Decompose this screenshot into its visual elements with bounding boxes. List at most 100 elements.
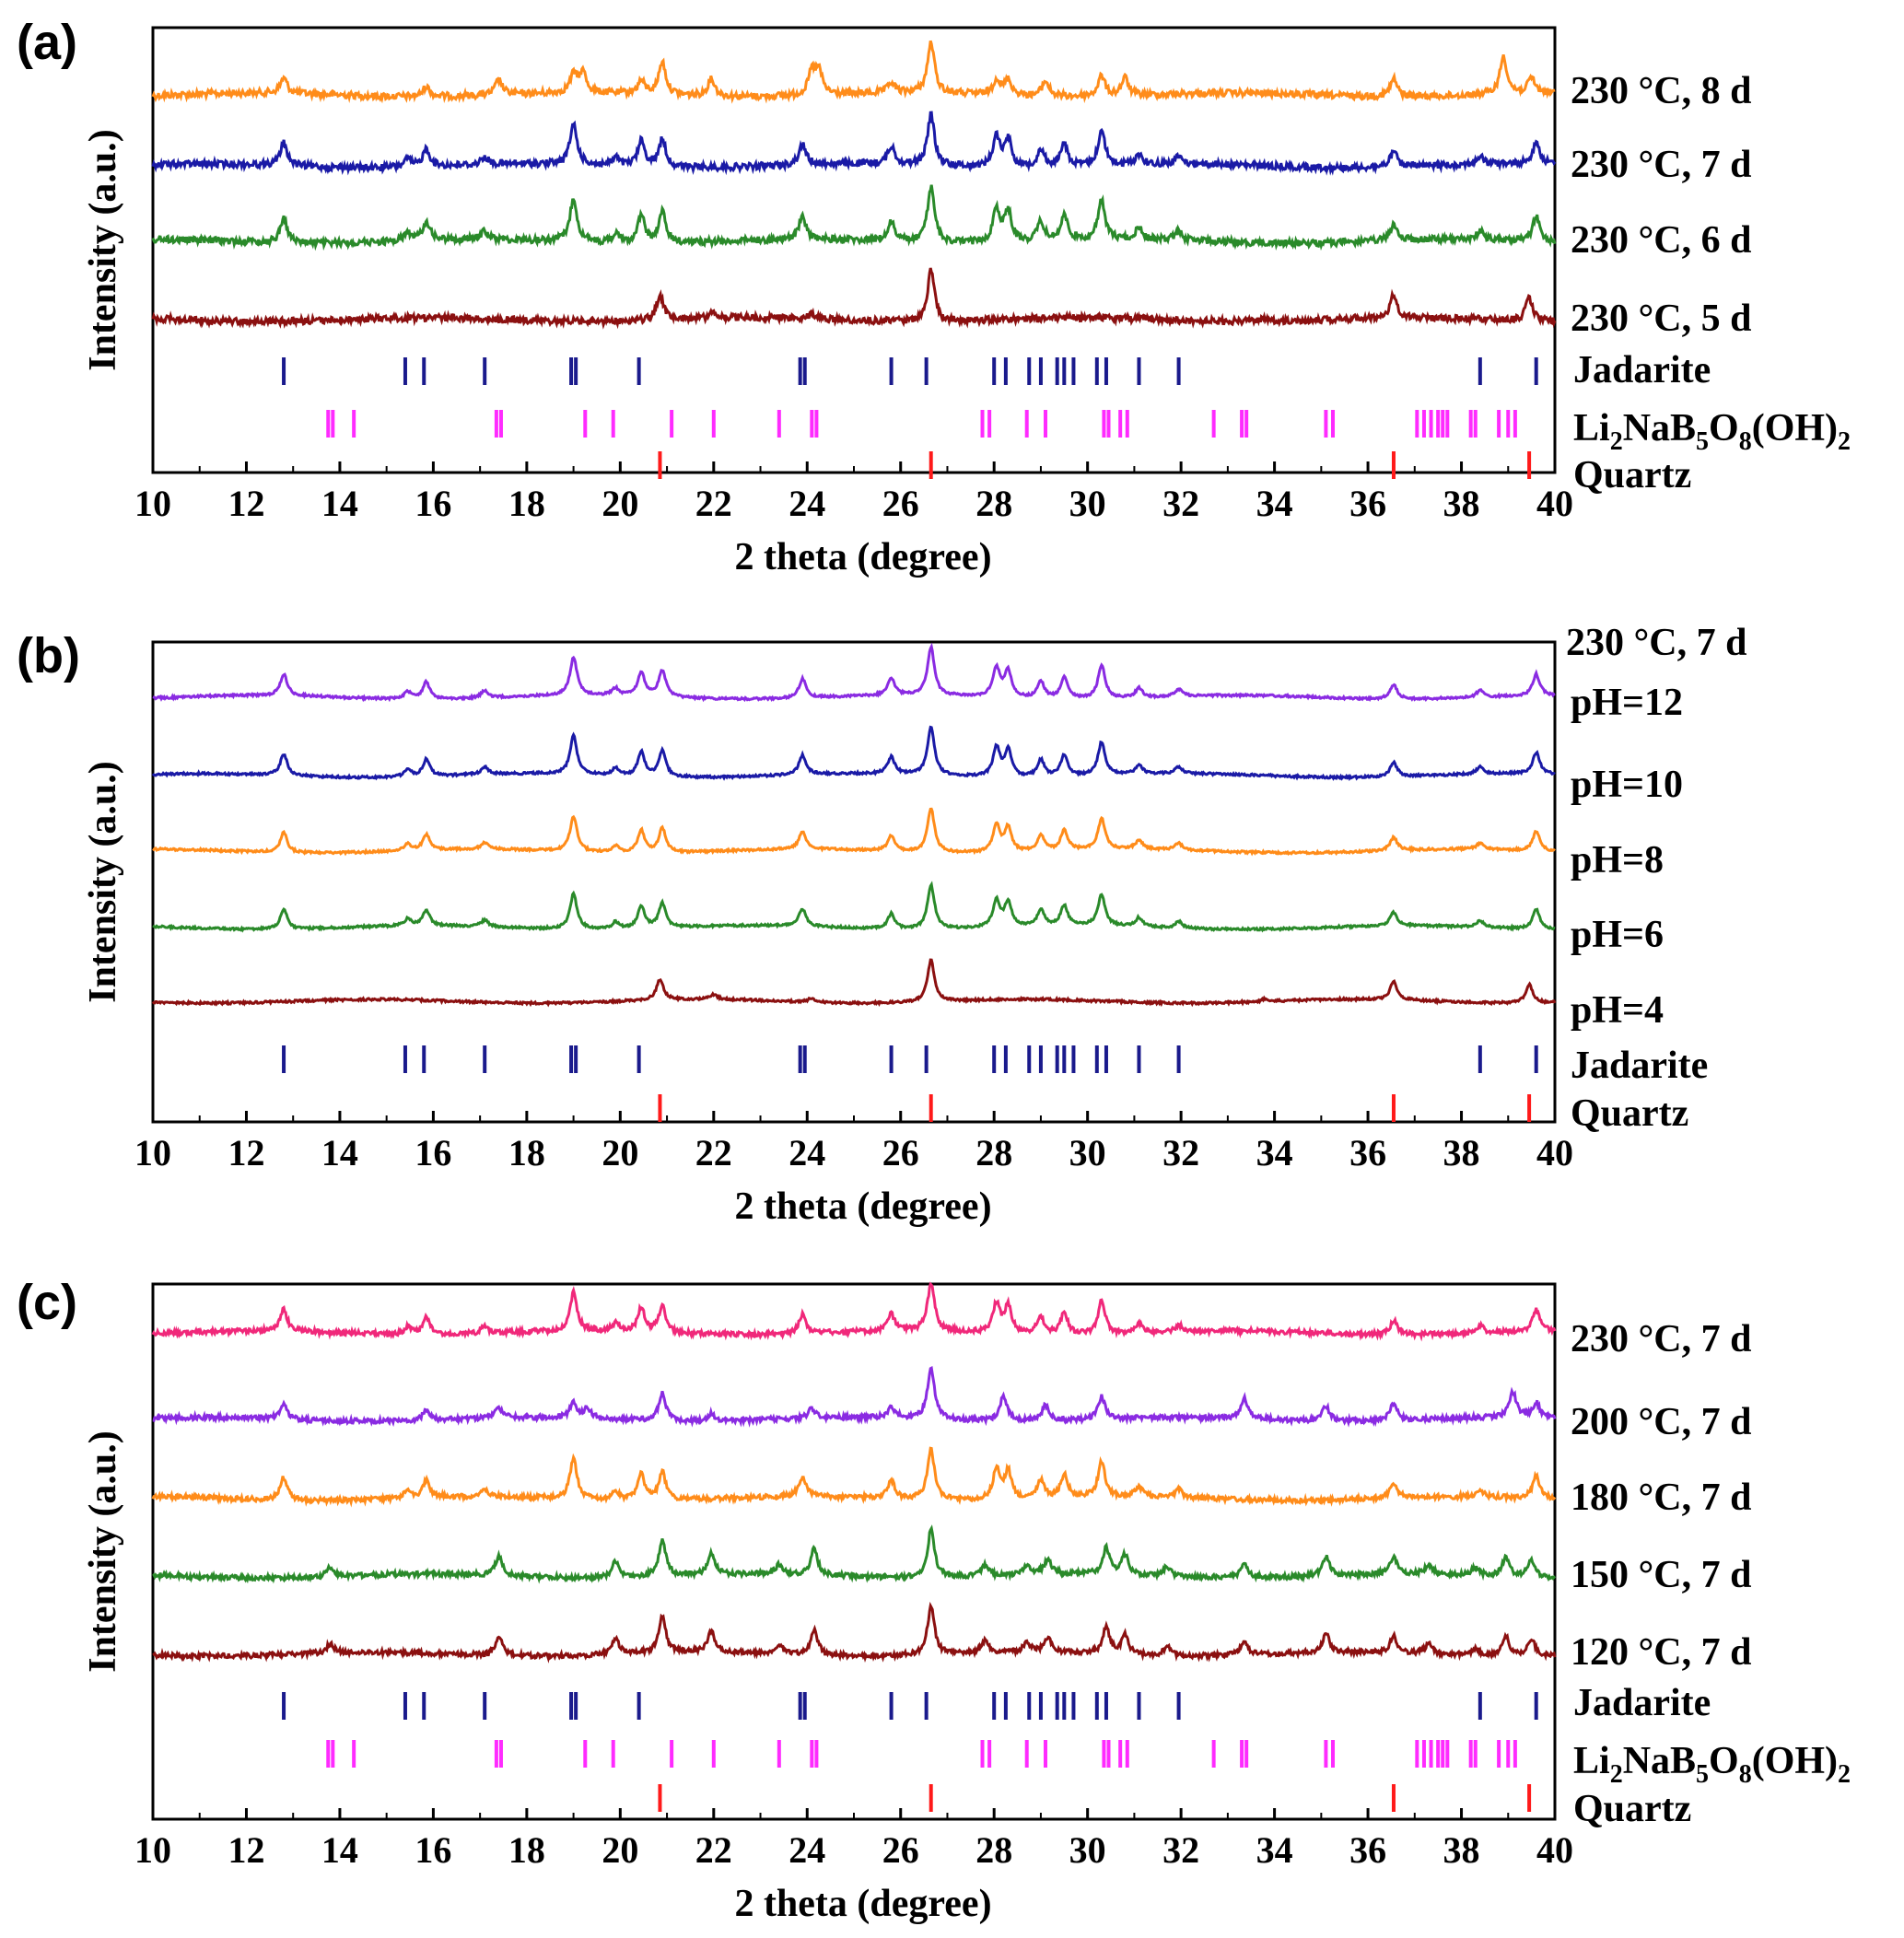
x-axis-title: 2 theta (degree) <box>734 536 991 578</box>
x-tick-label: 10 <box>134 1829 171 1871</box>
y-axis-title: Intensity (a.u.) <box>82 761 124 1003</box>
x-tick-label: 34 <box>1256 1829 1293 1871</box>
x-tick-label: 28 <box>975 1829 1012 1871</box>
series-trace <box>151 725 1556 781</box>
x-tick-label: 20 <box>602 1132 638 1173</box>
x-tick-label: 28 <box>975 483 1012 524</box>
x-tick-label: 16 <box>415 1829 451 1871</box>
formula-part: 2 <box>1838 1760 1851 1789</box>
formula-part: 2 <box>1610 427 1623 456</box>
x-tick-label: 24 <box>788 483 825 524</box>
formula-part: NaB <box>1623 1740 1696 1782</box>
x-tick-label: 34 <box>1256 483 1293 524</box>
x-tick-label: 32 <box>1162 1829 1199 1871</box>
x-tick-label: 22 <box>695 1132 732 1173</box>
x-axis-title: 2 theta (degree) <box>734 1185 991 1228</box>
x-tick-label: 10 <box>134 1132 171 1173</box>
x-tick-label: 26 <box>882 483 919 524</box>
x-tick-label: 38 <box>1443 1132 1480 1173</box>
series-label: 230 °C, 7 d <box>1571 144 1752 186</box>
series-trace <box>152 1601 1557 1664</box>
formula-part: O <box>1709 407 1739 449</box>
reference-label: Quartz <box>1571 1092 1688 1135</box>
x-tick-label: 12 <box>228 483 264 524</box>
x-tick-label: 30 <box>1069 1132 1106 1173</box>
x-tick-label: 14 <box>321 483 358 524</box>
x-tick-label: 38 <box>1443 1829 1480 1871</box>
formula-part: Li <box>1573 407 1610 449</box>
x-tick-label: 24 <box>788 1132 825 1173</box>
plot-frame <box>151 1282 1557 1821</box>
x-tick-label: 12 <box>228 1132 264 1173</box>
reference-label: Jadarite <box>1571 1045 1708 1087</box>
x-tick-label: 36 <box>1349 1132 1386 1173</box>
panel-header-label: 230 °C, 7 d <box>1566 622 1747 664</box>
formula-part: (OH) <box>1752 1740 1838 1782</box>
formula-part: 2 <box>1610 1760 1623 1789</box>
series-trace <box>152 807 1556 857</box>
formula-part: 5 <box>1696 427 1709 456</box>
series-trace <box>152 1524 1557 1584</box>
x-tick-label: 38 <box>1443 483 1480 524</box>
x-tick-label: 32 <box>1162 483 1199 524</box>
x-tick-label: 26 <box>882 1829 919 1871</box>
x-tick-label: 16 <box>415 1132 451 1173</box>
x-tick-label: 26 <box>882 1132 919 1173</box>
series-label: 230 °C, 5 d <box>1571 298 1752 340</box>
x-tick-label: 36 <box>1349 483 1386 524</box>
x-tick-label: 18 <box>508 1829 545 1871</box>
x-tick-label: 40 <box>1536 1132 1573 1173</box>
x-tick-label: 30 <box>1069 483 1106 524</box>
series-trace <box>152 881 1556 933</box>
x-tick-label: 14 <box>321 1132 358 1173</box>
series-trace <box>151 40 1556 104</box>
x-tick-label: 10 <box>134 483 171 524</box>
reference-label: Jadarite <box>1573 1682 1711 1724</box>
series-trace <box>151 267 1557 330</box>
panel-label: (a) <box>17 15 77 70</box>
formula-part: Li <box>1573 1740 1610 1782</box>
x-tick-label: 28 <box>975 1132 1012 1173</box>
xrd-panel-0: (a)10 12 14 16 18 20 22 24 26 28 30 32 34 36 38 402 the… <box>17 15 1851 578</box>
series-label: 230 °C, 6 d <box>1571 219 1752 262</box>
formula-part: O <box>1709 1740 1739 1782</box>
reference-label: Quartz <box>1573 1788 1691 1830</box>
x-tick-label: 22 <box>695 483 732 524</box>
series-trace <box>151 111 1557 176</box>
x-tick-label: 20 <box>602 1829 638 1871</box>
reference-label: Li2NaB5O8(OH)2 <box>1573 407 1851 456</box>
formula-part: NaB <box>1623 407 1696 449</box>
y-axis-title: Intensity (a.u.) <box>82 1430 124 1673</box>
series-label: 180 °C, 7 d <box>1571 1477 1752 1519</box>
x-tick-label: 30 <box>1069 1829 1106 1871</box>
panel-label: (c) <box>17 1275 77 1330</box>
x-tick-label: 12 <box>228 1829 264 1871</box>
series-trace <box>151 1446 1557 1508</box>
reference-label: Quartz <box>1573 454 1691 496</box>
series-label: 230 °C, 8 d <box>1571 70 1752 112</box>
series-label: 120 °C, 7 d <box>1571 1631 1752 1674</box>
x-tick-label: 32 <box>1162 1132 1199 1173</box>
series-trace <box>151 958 1557 1008</box>
xrd-panel-2: (c)10 12 14 16 18 20 22 24 26 28 30 32 34 36 38 402 the… <box>17 1275 1851 1925</box>
series-label: pH=12 <box>1571 682 1683 724</box>
x-tick-label: 40 <box>1536 483 1573 524</box>
series-label: 200 °C, 7 d <box>1571 1401 1752 1443</box>
formula-part: 2 <box>1838 427 1851 456</box>
xrd-panel-1: (b) 10 12 14 16 18 20 22 24 26 28 30 32 34 36 38 40 2 the… <box>17 622 1747 1228</box>
x-tick-label: 18 <box>508 1132 545 1173</box>
formula-part: (OH) <box>1752 407 1838 449</box>
series-label: 150 °C, 7 d <box>1571 1554 1752 1596</box>
x-tick-label: 34 <box>1256 1132 1293 1173</box>
series-trace <box>151 1281 1557 1342</box>
reference-label: Jadarite <box>1573 349 1711 391</box>
x-tick-label: 36 <box>1349 1829 1386 1871</box>
x-tick-label: 24 <box>788 1829 825 1871</box>
x-axis-title: 2 theta (degree) <box>734 1883 991 1925</box>
series-trace <box>152 642 1556 703</box>
x-tick-label: 40 <box>1536 1829 1573 1871</box>
x-tick-label: 20 <box>602 483 638 524</box>
series-label: pH=8 <box>1571 839 1664 881</box>
panel-label: (b) <box>17 628 80 683</box>
